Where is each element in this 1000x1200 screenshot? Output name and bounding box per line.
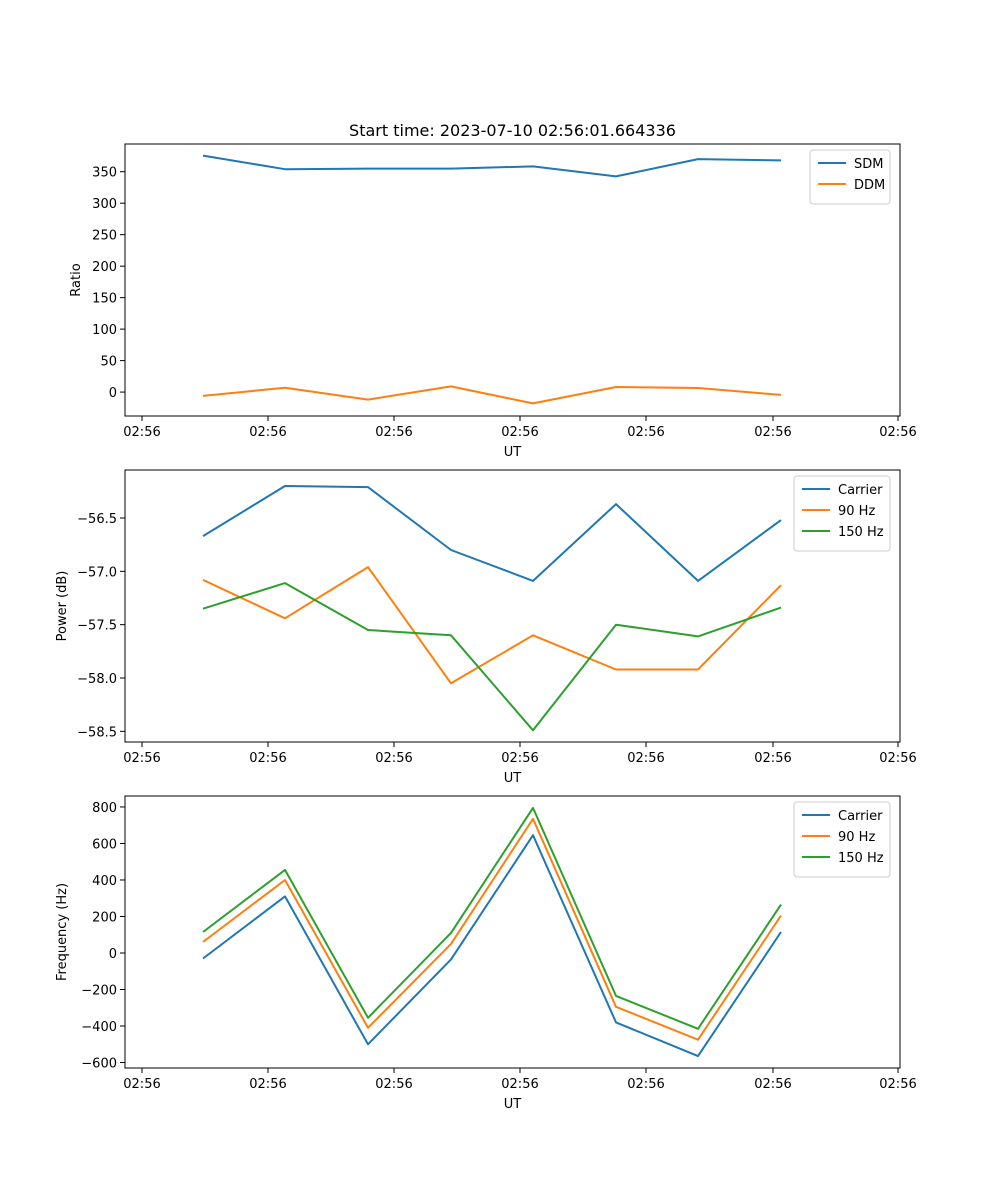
y-tick-label: −58.0 (77, 672, 117, 687)
y-axis-label: Frequency (Hz) (55, 883, 70, 981)
series-line-ddm (202, 385, 782, 405)
x-tick-label: 02:56 (501, 751, 538, 766)
x-axis-label: UT (504, 445, 522, 460)
legend-label: Carrier (838, 809, 883, 824)
x-tick-label: 02:56 (627, 425, 664, 440)
y-axis-label: Ratio (69, 263, 84, 296)
series-line-90-hz (202, 566, 782, 685)
series-line-150-hz (202, 806, 782, 1030)
y-tick-label: −200 (81, 984, 117, 999)
x-tick-label: 02:56 (249, 751, 286, 766)
legend-box (793, 801, 891, 878)
y-tick-label: 350 (92, 166, 117, 181)
x-tick-label: 02:56 (501, 425, 538, 440)
x-tick-label: 02:56 (754, 1077, 791, 1092)
series-line-sdm (202, 154, 782, 178)
y-tick-label: 300 (92, 197, 117, 212)
legend-label: 90 Hz (838, 830, 875, 845)
y-tick-label: 0 (109, 386, 117, 401)
legend-label: 90 Hz (838, 504, 875, 519)
x-tick-label: 02:56 (879, 425, 916, 440)
x-tick-label: 02:56 (879, 1077, 916, 1092)
series-line-150-hz (202, 582, 782, 732)
legend-label: 150 Hz (838, 525, 884, 540)
x-tick-label: 02:56 (627, 1077, 664, 1092)
y-tick-label: 150 (92, 292, 117, 307)
x-tick-label: 02:56 (754, 751, 791, 766)
y-tick-label: 200 (92, 260, 117, 275)
y-tick-label: 200 (92, 910, 117, 925)
plot-frame (124, 469, 901, 743)
y-tick-label: 800 (92, 801, 117, 816)
series-line-carrier (202, 485, 782, 582)
y-tick-label: −56.5 (77, 512, 117, 527)
y-tick-label: 600 (92, 837, 117, 852)
x-tick-label: 02:56 (754, 425, 791, 440)
x-tick-label: 02:56 (123, 1077, 160, 1092)
x-axis-label: UT (504, 1097, 522, 1112)
y-tick-label: 250 (92, 229, 117, 244)
x-tick-label: 02:56 (879, 751, 916, 766)
x-tick-label: 02:56 (123, 425, 160, 440)
y-tick-label: −400 (81, 1020, 117, 1035)
y-axis-label: Power (dB) (55, 571, 70, 642)
x-tick-label: 02:56 (123, 751, 160, 766)
series-line-carrier (202, 834, 782, 1058)
plot-frame (124, 143, 901, 417)
x-tick-label: 02:56 (249, 1077, 286, 1092)
x-tick-label: 02:56 (375, 425, 412, 440)
plot-frame (124, 795, 901, 1069)
x-tick-label: 02:56 (501, 1077, 538, 1092)
chart-title: Start time: 2023-07-10 02:56:01.664336 (349, 121, 676, 140)
y-tick-label: −57.0 (77, 565, 117, 580)
y-tick-label: 0 (109, 947, 117, 962)
x-tick-label: 02:56 (627, 751, 664, 766)
x-tick-label: 02:56 (375, 1077, 412, 1092)
legend-label: DDM (854, 178, 885, 193)
series-line-90-hz (202, 817, 782, 1041)
y-tick-label: 100 (92, 323, 117, 338)
legend-label: SDM (854, 157, 883, 172)
legend-label: Carrier (838, 483, 883, 498)
x-tick-label: 02:56 (249, 425, 286, 440)
y-tick-label: −58.5 (77, 725, 117, 740)
y-tick-label: 400 (92, 874, 117, 889)
legend-label: 150 Hz (838, 851, 884, 866)
x-tick-label: 02:56 (375, 751, 412, 766)
x-axis-label: UT (504, 771, 522, 786)
y-tick-label: −57.5 (77, 619, 117, 634)
y-tick-label: 50 (100, 355, 117, 370)
legend-box (793, 475, 891, 552)
y-tick-label: −600 (81, 1057, 117, 1072)
